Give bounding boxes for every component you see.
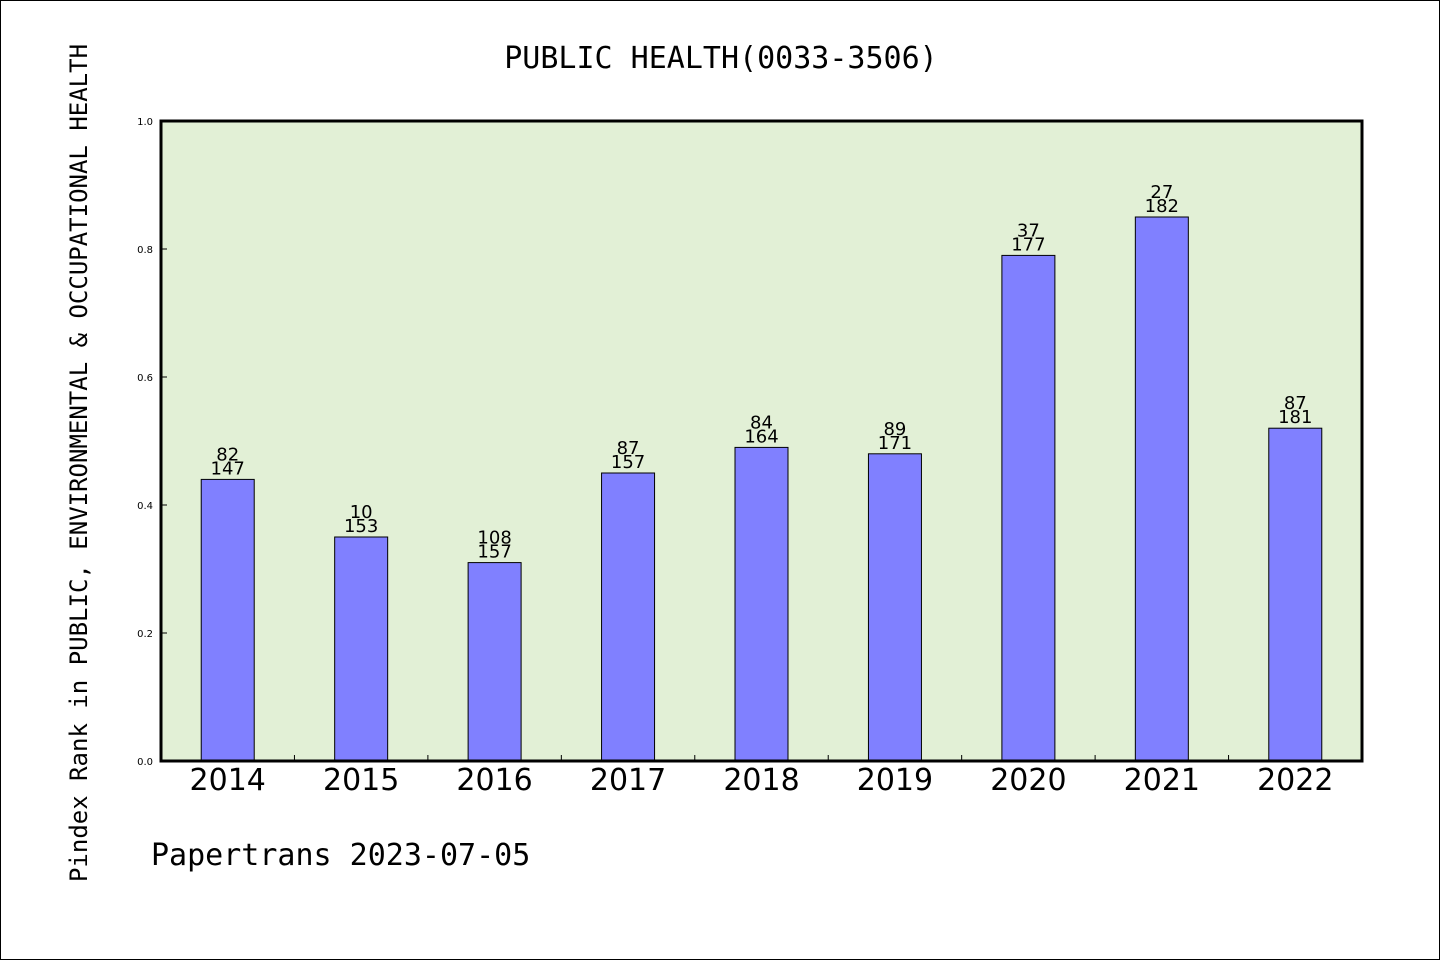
bar-2014: [200, 478, 255, 762]
bar-2017: [601, 472, 656, 762]
x-tick-label: 2018: [723, 763, 799, 798]
y-tick-label: 0.2: [137, 629, 153, 640]
bar-2020: [1001, 254, 1056, 762]
y-tick-label: 0.4: [137, 501, 153, 512]
data-label-top: 89: [883, 419, 906, 440]
y-tick-label: 0.6: [137, 373, 153, 384]
data-label-top: 37: [1017, 220, 1040, 241]
y-tick-label: 0.0: [137, 757, 153, 768]
x-tick-label: 2015: [323, 763, 399, 798]
x-tick-label: 2019: [857, 763, 933, 798]
bar-series: [200, 216, 1323, 762]
y-tick-label: 1.0: [137, 117, 153, 128]
data-label-top: 27: [1150, 182, 1173, 203]
data-label-top: 10: [350, 502, 373, 523]
x-tick-label: 2017: [590, 763, 666, 798]
data-label-bottom: 182: [1145, 196, 1179, 217]
x-tick-label: 2020: [990, 763, 1066, 798]
y-tick-label: 0.8: [137, 245, 153, 256]
footer-credit: Papertrans 2023-07-05: [151, 838, 530, 873]
bar-2019: [867, 453, 922, 762]
data-label-top: 108: [477, 528, 511, 549]
data-label-bottom: 171: [878, 433, 912, 454]
bar-2021: [1134, 216, 1189, 762]
data-label-bottom: 157: [477, 542, 511, 563]
x-tick-label: 2016: [456, 763, 532, 798]
data-label-top: 82: [216, 444, 239, 465]
data-label-bottom: 157: [611, 452, 645, 473]
bar-2016: [467, 562, 522, 762]
data-label-bottom: 147: [211, 458, 245, 479]
x-tick-label: 2014: [190, 763, 266, 798]
data-label-top: 87: [617, 438, 640, 459]
bar-2022: [1268, 427, 1323, 762]
x-tick-label: 2022: [1257, 763, 1333, 798]
data-label-top: 84: [750, 412, 773, 433]
data-labels: 1478215310157108157871648417189177371822…: [211, 182, 1313, 563]
data-label-bottom: 177: [1011, 234, 1045, 255]
y-axis-label: Pindex Rank in PUBLIC, ENVIRONMENTAL & O…: [65, 44, 93, 882]
x-tick-label: 2021: [1124, 763, 1200, 798]
data-label-bottom: 181: [1278, 407, 1312, 428]
plot-border: [159, 119, 1364, 763]
data-label-top: 87: [1284, 393, 1307, 414]
data-label-bottom: 153: [344, 516, 378, 537]
bar-2015: [334, 536, 389, 762]
bar-2018: [734, 446, 789, 762]
data-label-bottom: 164: [744, 426, 778, 447]
x-axis-ticks: 2014 2015 2016 2017 2018 2019 2020 2021 2022: [190, 755, 1333, 798]
chart-title: PUBLIC HEALTH(0033-3506): [504, 41, 937, 76]
